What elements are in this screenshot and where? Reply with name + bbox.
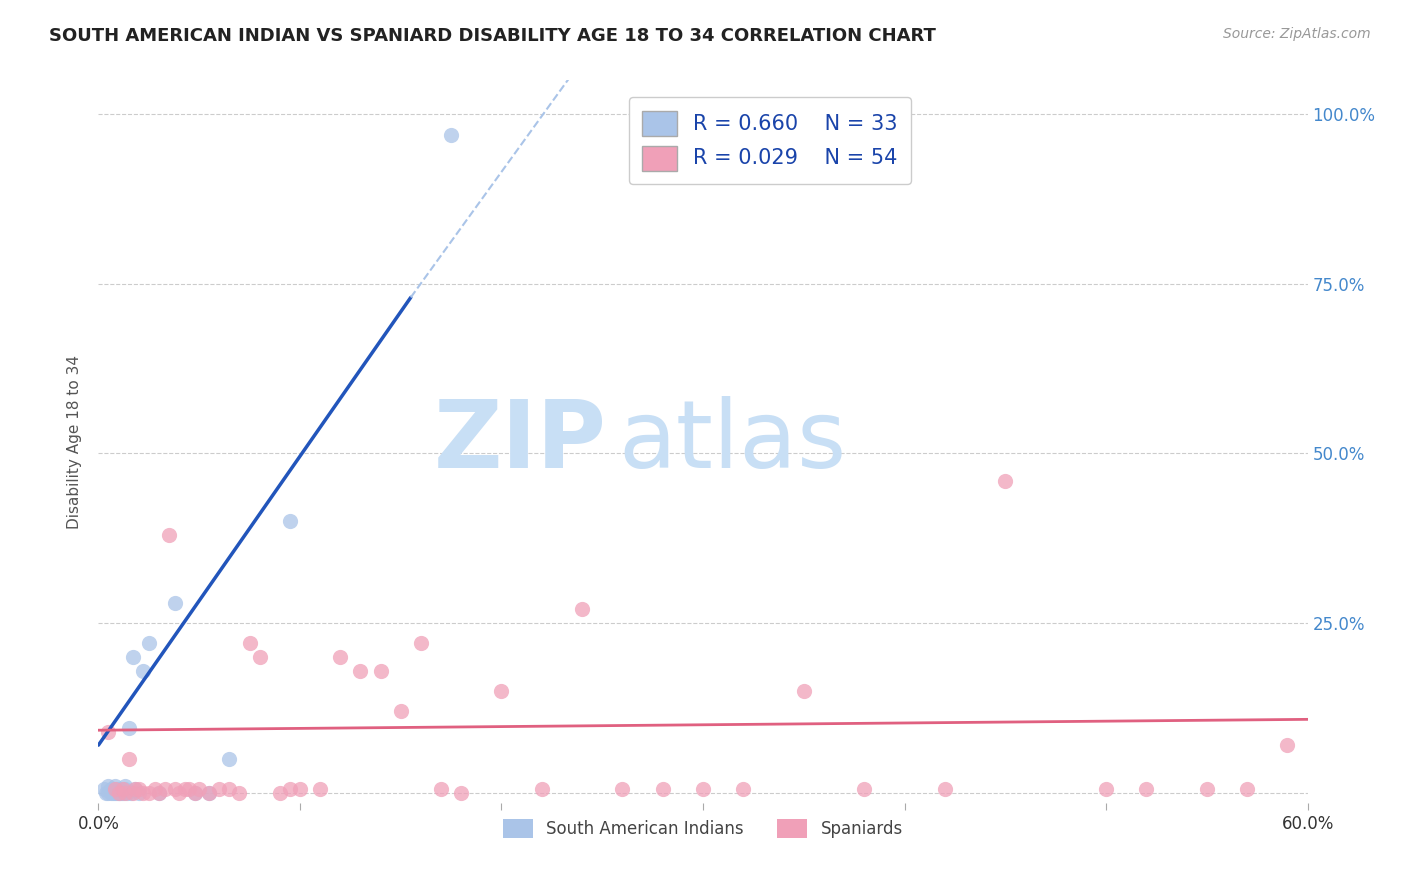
Point xyxy=(118,752,141,766)
Point xyxy=(733,782,755,797)
Point xyxy=(128,786,150,800)
Point xyxy=(1135,782,1157,797)
Point xyxy=(132,786,155,800)
Point xyxy=(389,704,412,718)
Point xyxy=(288,782,311,797)
Point xyxy=(157,528,180,542)
Point xyxy=(115,786,138,800)
Point xyxy=(114,782,136,797)
Point xyxy=(111,782,134,797)
Point xyxy=(153,782,176,797)
Point xyxy=(571,602,593,616)
Point xyxy=(148,786,170,800)
Point xyxy=(228,786,250,800)
Point xyxy=(1195,782,1218,797)
Point xyxy=(430,782,453,797)
Point xyxy=(124,782,146,797)
Point xyxy=(278,782,301,797)
Point xyxy=(612,782,634,797)
Point xyxy=(163,596,186,610)
Point xyxy=(994,474,1017,488)
Point xyxy=(97,779,120,793)
Point xyxy=(107,786,129,800)
Point xyxy=(163,782,186,797)
Point xyxy=(96,786,118,800)
Point xyxy=(409,636,432,650)
Point xyxy=(309,782,332,797)
Point xyxy=(329,649,352,664)
Point xyxy=(103,786,125,800)
Point xyxy=(167,786,190,800)
Point xyxy=(491,684,513,698)
Point xyxy=(93,782,115,797)
Point xyxy=(101,782,124,797)
Point xyxy=(124,782,146,797)
Legend: South American Indians, Spaniards: South American Indians, Spaniards xyxy=(496,813,910,845)
Point xyxy=(103,779,125,793)
Point xyxy=(1236,782,1258,797)
Point xyxy=(111,786,134,800)
Point xyxy=(853,782,876,797)
Point xyxy=(179,782,201,797)
Point xyxy=(278,514,301,528)
Point xyxy=(198,786,221,800)
Point xyxy=(100,782,122,797)
Point xyxy=(114,786,136,800)
Point xyxy=(97,724,120,739)
Point xyxy=(188,782,211,797)
Point xyxy=(184,786,207,800)
Point xyxy=(148,786,170,800)
Point xyxy=(208,782,231,797)
Y-axis label: Disability Age 18 to 34: Disability Age 18 to 34 xyxy=(67,354,83,529)
Point xyxy=(793,684,815,698)
Point xyxy=(101,786,124,800)
Point xyxy=(1095,782,1118,797)
Point xyxy=(349,664,371,678)
Point xyxy=(218,782,240,797)
Point xyxy=(440,128,463,142)
Point xyxy=(198,786,221,800)
Point xyxy=(97,786,120,800)
Point xyxy=(138,786,160,800)
Point xyxy=(269,786,291,800)
Point xyxy=(651,782,673,797)
Point xyxy=(934,782,956,797)
Point xyxy=(1277,738,1299,752)
Point xyxy=(120,786,142,800)
Point xyxy=(132,664,155,678)
Point xyxy=(692,782,714,797)
Point xyxy=(128,782,150,797)
Point xyxy=(174,782,197,797)
Point xyxy=(121,786,143,800)
Text: ZIP: ZIP xyxy=(433,395,606,488)
Point xyxy=(105,782,128,797)
Point xyxy=(450,786,472,800)
Point xyxy=(103,782,125,797)
Point xyxy=(218,752,240,766)
Point xyxy=(114,779,136,793)
Point xyxy=(239,636,262,650)
Point xyxy=(107,782,129,797)
Point xyxy=(105,786,128,800)
Text: atlas: atlas xyxy=(619,395,846,488)
Point xyxy=(121,649,143,664)
Text: SOUTH AMERICAN INDIAN VS SPANIARD DISABILITY AGE 18 TO 34 CORRELATION CHART: SOUTH AMERICAN INDIAN VS SPANIARD DISABI… xyxy=(49,27,936,45)
Point xyxy=(184,786,207,800)
Point xyxy=(370,664,392,678)
Text: Source: ZipAtlas.com: Source: ZipAtlas.com xyxy=(1223,27,1371,41)
Point xyxy=(118,721,141,735)
Point xyxy=(530,782,553,797)
Point xyxy=(138,636,160,650)
Point xyxy=(110,786,132,800)
Point xyxy=(100,786,122,800)
Point xyxy=(143,782,166,797)
Point xyxy=(107,786,129,800)
Point xyxy=(249,649,271,664)
